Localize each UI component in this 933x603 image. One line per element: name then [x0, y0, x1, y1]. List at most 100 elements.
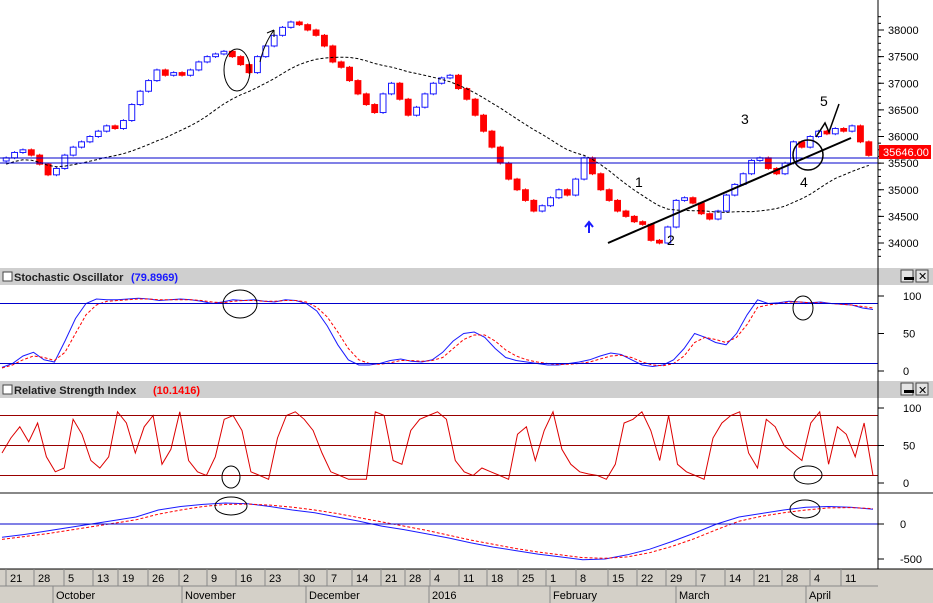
candle [329, 45, 337, 63]
macd-circle-1 [214, 496, 248, 516]
rsi-close-button[interactable] [915, 382, 929, 396]
stoch-tick-label: 0 [903, 366, 909, 378]
stoch-panel-checkbox[interactable] [2, 271, 13, 282]
candle [304, 24, 312, 31]
candle [572, 178, 580, 196]
candle [262, 45, 270, 58]
candle [295, 21, 303, 26]
candle [597, 173, 605, 191]
candle [153, 69, 161, 82]
candle [279, 26, 286, 36]
candle [505, 162, 513, 180]
price-tick-label: 37000 [888, 78, 919, 90]
candle [69, 146, 77, 156]
candle [86, 136, 94, 143]
candle [848, 125, 856, 132]
stoch-title: Stochastic Oscillator [14, 272, 124, 284]
date-tick-label: 18 [491, 573, 503, 585]
wave-label-3: 3 [741, 111, 749, 127]
candle [413, 106, 420, 116]
last-price-box [879, 145, 931, 159]
candle [228, 50, 236, 58]
price-panel: 1 2 3 4 5 34000 34500 35000 35500 36000 36500… [0, 16, 931, 257]
stoch-axis: 100 50 0 [878, 291, 921, 378]
macd-panel: 0 -500 [0, 492, 933, 566]
rsi-tick-label: 100 [903, 403, 921, 415]
stoch-minimize-button[interactable] [900, 269, 914, 283]
candle [547, 197, 554, 207]
rsi-line [1, 410, 874, 481]
candle [530, 199, 538, 212]
arrow-head [266, 29, 275, 37]
candle [421, 93, 429, 108]
circle-annotation-april [792, 139, 824, 171]
date-tick-label: 21 [385, 573, 397, 585]
date-tick-label: 28 [38, 573, 50, 585]
candle [471, 98, 479, 116]
macd-signal-line [1, 503, 874, 559]
candle [27, 149, 35, 156]
candle [220, 50, 228, 55]
date-tick-label: 13 [97, 573, 109, 585]
stoch-close-button[interactable] [915, 269, 929, 283]
month-label: April [809, 590, 831, 602]
candle [111, 125, 119, 130]
rsi-tick-label: 50 [903, 441, 915, 453]
candle [748, 159, 755, 175]
circle-annotation-november [223, 48, 251, 92]
blue-up-arrow [584, 220, 594, 233]
candle [714, 210, 722, 220]
stoch-circle-1 [222, 289, 258, 319]
candle [195, 61, 203, 71]
rsi-minimize-button[interactable] [900, 382, 914, 396]
candle [857, 125, 864, 143]
macd-lines [0, 502, 878, 561]
candle [354, 80, 362, 95]
price-tick-label: 37500 [888, 52, 919, 64]
candle [723, 194, 730, 212]
date-tick-label: 28 [409, 573, 421, 585]
rsi-circle-1 [221, 465, 241, 489]
rsi-value: (10.1416) [153, 385, 200, 397]
rsi-axis: 100 50 0 [878, 403, 921, 490]
rsi-lines [0, 410, 878, 481]
candle [212, 53, 219, 58]
candle [128, 104, 136, 122]
stochastic-panel: Stochastic Oscillator (79.8969) ▬ ✕ 100 5… [0, 268, 933, 378]
candle [831, 128, 839, 135]
candle [706, 213, 714, 220]
svg-text:✕: ✕ [918, 271, 927, 283]
candle [287, 21, 295, 28]
price-tick-label: 36000 [888, 132, 919, 144]
rsi-panel-buttons: ▬ ✕ [900, 382, 929, 397]
trendline [607, 137, 852, 244]
candle [496, 146, 504, 164]
candle [806, 136, 814, 148]
last-price-label: 35646.00 [883, 147, 929, 159]
candle [312, 29, 320, 36]
price-tick-label: 35000 [888, 185, 919, 197]
price-axis: 34000 34500 35000 35500 36000 36500 37000 37500… [878, 16, 919, 257]
candle [346, 66, 353, 82]
month-label: December [309, 590, 360, 602]
wave-label-2: 2 [667, 232, 675, 248]
wave-label-4: 4 [800, 174, 808, 190]
month-label: March [679, 590, 710, 602]
arrow-annotation [259, 29, 275, 63]
candle [538, 205, 546, 212]
macd-tick-label: 0 [900, 519, 906, 531]
date-tick-label: 16 [240, 573, 252, 585]
candle [379, 93, 387, 114]
candle [362, 93, 370, 106]
candle [94, 130, 102, 138]
rsi-panel-checkbox[interactable] [2, 384, 13, 395]
date-tick-label: 26 [152, 573, 164, 585]
candle [53, 167, 60, 176]
candle [605, 189, 613, 201]
price-tick-label: 36500 [888, 105, 919, 117]
price-tick-label: 34000 [888, 238, 919, 250]
date-tick-label: 21 [10, 573, 22, 585]
date-tick-label: 23 [269, 573, 281, 585]
date-tick-label: 29 [670, 573, 682, 585]
